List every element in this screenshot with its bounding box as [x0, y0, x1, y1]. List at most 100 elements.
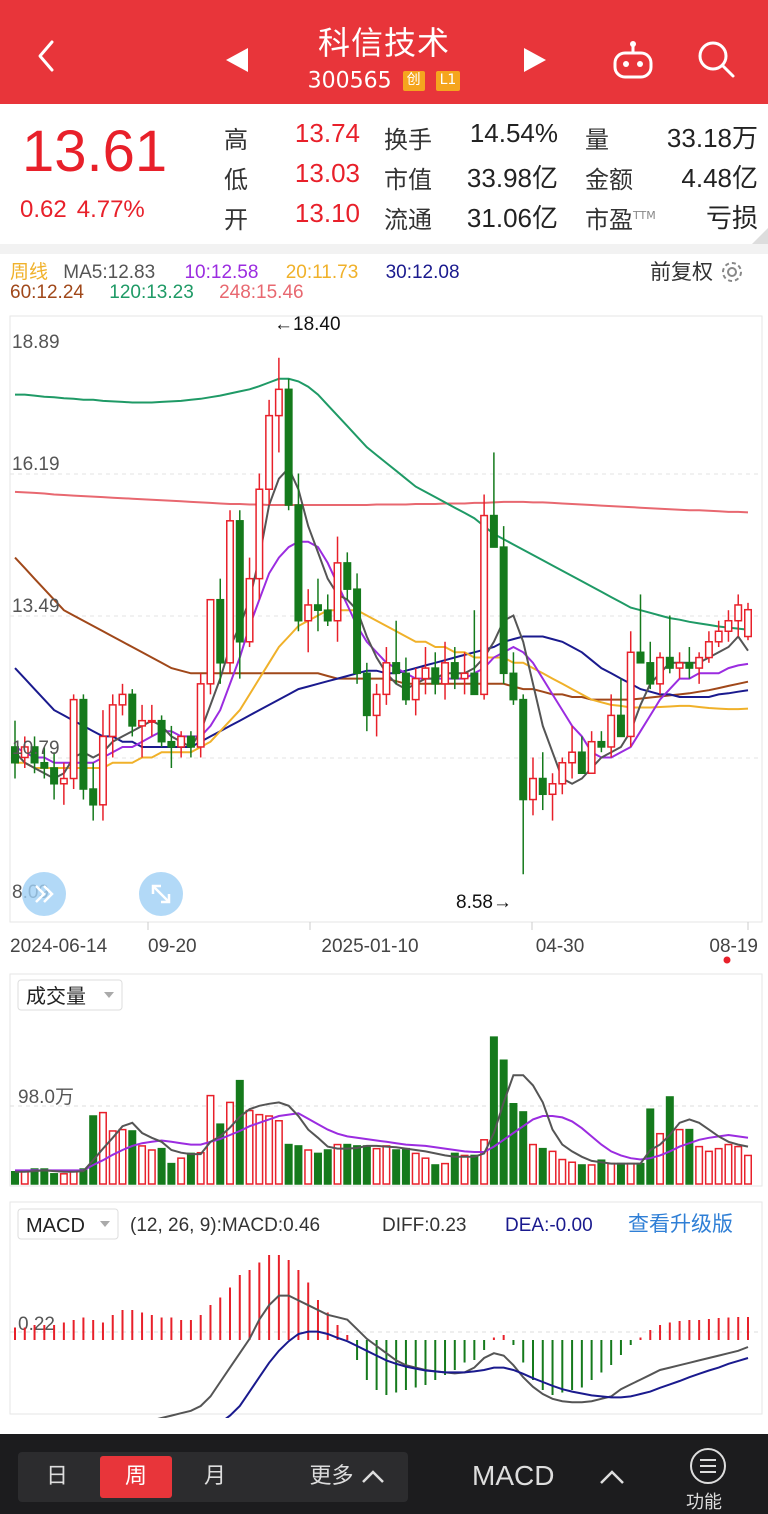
ma248-line	[14, 490, 749, 514]
next-stock-icon[interactable]	[522, 46, 548, 74]
candle-body	[401, 672, 410, 701]
candle-body	[294, 504, 303, 622]
volume-bar	[538, 1147, 547, 1185]
candle-body	[186, 735, 195, 748]
candle-body	[665, 656, 674, 669]
candle-body	[499, 546, 508, 675]
back-icon[interactable]	[28, 36, 68, 76]
candle-body	[421, 667, 430, 680]
candle-body	[255, 488, 264, 580]
macd-title: MACD	[26, 1215, 85, 1237]
turnover-label: 换手	[384, 126, 432, 154]
candle-body	[138, 719, 147, 727]
macd-chart[interactable]: MACD (12, 26, 9):MACD:0.46 DIFF:0.23 DEA…	[0, 1198, 768, 1418]
volume-bar	[147, 1149, 156, 1185]
volume-bar	[587, 1164, 596, 1185]
volume-bar	[138, 1145, 147, 1185]
volume-bar	[59, 1173, 68, 1185]
menu-icon[interactable]	[688, 1446, 728, 1486]
volume-bar	[157, 1147, 166, 1185]
candle-body	[216, 598, 225, 664]
macd-selector[interactable]: MACD	[17, 1208, 119, 1240]
tab-month[interactable]: 月	[203, 1464, 226, 1489]
candle-body	[313, 604, 322, 611]
func-label[interactable]: 功能	[686, 1492, 722, 1513]
candle-body	[441, 662, 450, 685]
volume-bar	[675, 1128, 684, 1185]
period-label[interactable]: 周线	[10, 262, 49, 283]
upgrade-link[interactable]: 查看升级版	[628, 1213, 733, 1236]
ma10-label: 10:12.58	[184, 262, 259, 283]
candle-body	[128, 693, 137, 727]
volume-bar	[372, 1147, 381, 1185]
volume-bar	[568, 1161, 577, 1185]
ma5-label: MA5:12.83	[63, 262, 156, 283]
kline-x-tick: 09-20	[148, 936, 197, 957]
volume-bar	[89, 1115, 98, 1185]
volume-label: 量	[585, 126, 609, 154]
level-badge: L1	[435, 71, 461, 91]
volume-bar	[450, 1152, 459, 1185]
tab-day[interactable]: 日	[45, 1464, 68, 1489]
ma60-line	[14, 556, 749, 701]
volume-bar	[255, 1113, 264, 1185]
tab-week[interactable]: 周	[100, 1456, 172, 1498]
volume-bar	[167, 1162, 176, 1185]
chevron-up-icon[interactable]	[598, 1468, 626, 1486]
candle-body	[724, 619, 733, 633]
candle-body	[470, 672, 479, 696]
high-value: 13.74	[294, 118, 360, 148]
candle-body	[587, 740, 596, 775]
robot-icon[interactable]	[610, 40, 656, 82]
volume-bar	[626, 1162, 635, 1185]
volume-bar	[656, 1132, 665, 1185]
separator	[0, 244, 768, 254]
volume-bar	[421, 1157, 430, 1185]
candle-body	[50, 767, 59, 785]
candle-body	[480, 514, 489, 696]
indicator-selector[interactable]: MACD	[472, 1460, 555, 1491]
prev-stock-icon[interactable]	[224, 46, 250, 74]
macd-dea: DEA:-0.00	[505, 1215, 593, 1236]
min-annotation: 8.58→	[456, 892, 512, 913]
volume-bar	[411, 1152, 420, 1185]
ma30-label: 30:12.08	[385, 262, 460, 283]
candle-body	[147, 719, 156, 723]
candle-body	[714, 630, 723, 643]
volume-chart[interactable]: 成交量 98.0万	[0, 970, 768, 1195]
kline-ma-lines	[14, 377, 749, 785]
gear-icon[interactable]	[720, 260, 744, 284]
volume-selector[interactable]: 成交量	[17, 979, 123, 1011]
mcap-label: 市值	[384, 166, 432, 194]
quote-panel: 13.61 0.62 4.77% 高 13.74 低 13.03 开 13.10 …	[0, 104, 768, 244]
candle-body	[675, 662, 684, 669]
volume-bar	[69, 1171, 78, 1185]
ma-legend-row1: 周线 MA5:12.83 10:12.58 20:11.73 30:12.08	[10, 257, 460, 284]
volume-bar	[577, 1164, 586, 1185]
expand-icon[interactable]	[139, 872, 183, 916]
volume-bar	[30, 1168, 39, 1185]
adjust-selector[interactable]: 前复权	[650, 256, 744, 286]
volume-bar	[480, 1139, 489, 1185]
volume-bar	[441, 1162, 450, 1185]
volume-bar	[50, 1173, 59, 1185]
candle-body	[167, 740, 176, 748]
ma20-line	[15, 609, 749, 769]
kline-y-tick: 18.89	[12, 332, 60, 353]
macd-frame	[9, 1201, 763, 1415]
collapse-icon[interactable]	[22, 872, 66, 916]
candle-body	[79, 698, 88, 790]
volume-bar	[646, 1108, 655, 1185]
candle-body	[744, 608, 752, 638]
chevron-up-icon	[361, 1470, 384, 1483]
candle-body	[245, 577, 254, 643]
latest-dot	[723, 956, 731, 964]
turnover-value: 14.54%	[469, 118, 558, 148]
tab-more[interactable]: 更多	[296, 1456, 398, 1498]
kline-candles	[11, 357, 752, 875]
volume-bar	[304, 1149, 313, 1185]
macd-bars	[14, 1255, 749, 1395]
volume-bar	[333, 1143, 342, 1185]
search-icon[interactable]	[695, 38, 737, 80]
